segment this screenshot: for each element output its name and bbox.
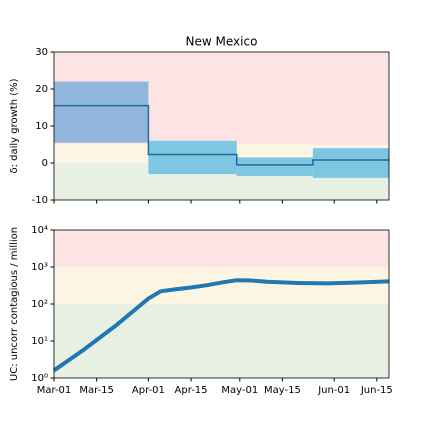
x-tick-label: Apr-15 <box>175 385 208 396</box>
confidence-band <box>312 148 389 178</box>
zone <box>54 304 389 378</box>
x-tick-label: Jun-15 <box>360 385 393 396</box>
y-tick-label: 20 <box>35 84 48 95</box>
x-tick-label: Jun-01 <box>317 385 350 396</box>
y-axis-label: δ: daily growth (%) <box>9 78 20 173</box>
chart-title: New Mexico <box>186 35 258 49</box>
x-tick-label: May-15 <box>264 385 301 396</box>
y-tick-label: 30 <box>35 47 48 58</box>
y-axis-label: UC: uncorr contagious / million <box>9 227 20 381</box>
x-tick-label: Apr-01 <box>132 385 165 396</box>
y-tick-label: -10 <box>32 195 48 206</box>
confidence-band <box>148 140 237 175</box>
zone <box>54 267 389 304</box>
y-tick-label: 10 <box>35 121 48 132</box>
line <box>52 278 390 373</box>
x-tick-label: Mar-15 <box>79 385 114 396</box>
y-tick-label: 10³ <box>31 262 48 273</box>
confidence-band <box>236 157 313 176</box>
y-tick-label: 10² <box>31 299 48 310</box>
y-tick-label: 10⁴ <box>31 225 48 236</box>
y-tick-label: 10¹ <box>31 336 48 347</box>
x-tick-label: May-01 <box>221 385 258 396</box>
y-tick-label: 10⁰ <box>31 373 48 384</box>
confidence-band <box>54 81 149 143</box>
step-line <box>54 104 389 166</box>
y-tick-label: 0 <box>42 158 48 169</box>
x-tick-label: Mar-01 <box>37 385 72 396</box>
zone <box>54 230 389 267</box>
